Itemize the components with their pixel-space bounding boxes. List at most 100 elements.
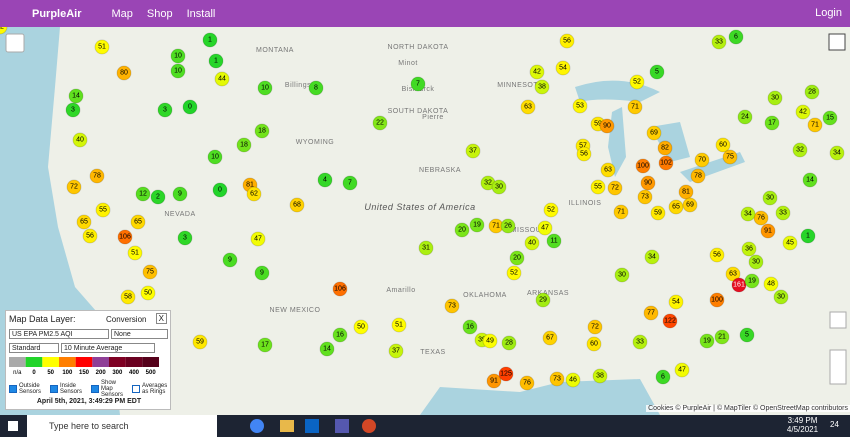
nav-item[interactable]: Install — [186, 7, 216, 20]
app-icon[interactable] — [362, 419, 376, 433]
sensor-marker[interactable]: 19 — [699, 333, 715, 349]
sensor-marker[interactable]: 58 — [120, 289, 136, 305]
sensor-marker[interactable]: 47 — [674, 362, 690, 378]
sensor-marker[interactable]: 100 — [635, 158, 651, 174]
sensor-marker[interactable]: 3 — [177, 230, 193, 246]
app-icon[interactable] — [250, 419, 264, 433]
sensor-marker[interactable]: 6 — [655, 369, 671, 385]
sensor-marker[interactable]: 0 — [182, 99, 198, 115]
sensor-marker[interactable]: 18 — [254, 123, 270, 139]
sensor-marker[interactable]: 33 — [711, 34, 727, 50]
sensor-marker[interactable]: 38 — [592, 368, 608, 384]
sensor-marker[interactable]: 59 — [192, 334, 208, 350]
sensor-marker[interactable]: 52 — [0, 27, 8, 35]
login[interactable]: Login — [815, 7, 842, 19]
nav-item[interactable]: Map — [111, 7, 133, 20]
sensor-marker[interactable]: 10 — [257, 80, 273, 96]
sensor-marker[interactable]: 9 — [172, 186, 188, 202]
sensor-marker[interactable]: 1 — [800, 228, 816, 244]
sensor-marker[interactable]: 10 — [170, 48, 186, 64]
sensor-marker[interactable]: 20 — [454, 222, 470, 238]
sensor-marker[interactable]: 82 — [657, 140, 673, 156]
sensor-marker[interactable]: 75 — [722, 149, 738, 165]
sensor-marker[interactable]: 90 — [599, 118, 615, 134]
fullscreen-button[interactable] — [828, 33, 846, 51]
sensor-marker[interactable]: 8 — [308, 80, 324, 96]
sensor-marker[interactable]: 60 — [715, 137, 731, 153]
sensor-marker[interactable]: 30 — [614, 267, 630, 283]
sensor-marker[interactable]: 3 — [157, 102, 173, 118]
sensor-marker[interactable]: 36 — [741, 241, 757, 257]
sensor-marker[interactable]: 65 — [130, 214, 146, 230]
sensor-marker[interactable]: 0 — [212, 182, 228, 198]
sensor-marker[interactable]: 47 — [537, 220, 553, 236]
sensor-marker[interactable]: 21 — [714, 329, 730, 345]
sensor-marker[interactable]: 9 — [254, 265, 270, 281]
start-button[interactable] — [8, 421, 18, 431]
sensor-marker[interactable]: 17 — [764, 115, 780, 131]
sensor-marker[interactable]: 17 — [257, 337, 273, 353]
sensor-marker[interactable]: 78 — [690, 168, 706, 184]
search-button[interactable] — [5, 33, 25, 53]
sensor-marker[interactable]: 22 — [372, 115, 388, 131]
mode-select[interactable]: Standard — [9, 343, 59, 353]
sensor-marker[interactable]: 76 — [753, 210, 769, 226]
sensor-marker[interactable]: 106 — [332, 281, 348, 297]
sensor-marker[interactable]: 3 — [65, 102, 81, 118]
sensor-marker[interactable]: 7 — [410, 76, 426, 92]
sensor-marker[interactable]: 48 — [763, 276, 779, 292]
sensor-marker[interactable]: 16 — [332, 327, 348, 343]
sensor-marker[interactable]: 72 — [607, 180, 623, 196]
sensor-marker[interactable]: 30 — [767, 90, 783, 106]
sensor-marker[interactable]: 90 — [640, 175, 656, 191]
average-select[interactable]: 10 Minute Average — [61, 343, 155, 353]
sensor-marker[interactable]: 56 — [576, 146, 592, 162]
sensor-marker[interactable]: 14 — [802, 172, 818, 188]
sensor-marker[interactable]: 70 — [694, 152, 710, 168]
sensor-marker[interactable]: 73 — [444, 298, 460, 314]
sensor-marker[interactable]: 76 — [519, 375, 535, 391]
sensor-marker[interactable]: 32 — [792, 142, 808, 158]
sensor-marker[interactable]: 54 — [668, 294, 684, 310]
nav-item[interactable]: Shop — [146, 7, 173, 20]
sensor-marker[interactable]: 28 — [501, 335, 517, 351]
sensor-marker[interactable]: 14 — [68, 88, 84, 104]
sensor-marker[interactable]: 30 — [762, 190, 778, 206]
sensor-marker[interactable]: 55 — [590, 179, 606, 195]
sensor-marker[interactable]: 20 — [509, 250, 525, 266]
sensor-marker[interactable]: 62 — [246, 186, 262, 202]
sensor-marker[interactable]: 75 — [142, 264, 158, 280]
brand[interactable]: PurpleAir — [32, 7, 82, 20]
sensor-marker[interactable]: 34 — [740, 206, 756, 222]
sensor-marker[interactable]: 38 — [534, 79, 550, 95]
sensor-marker[interactable]: 54 — [555, 60, 571, 76]
sensor-marker[interactable]: 30 — [773, 289, 789, 305]
app-icon[interactable] — [280, 420, 294, 432]
sensor-marker[interactable]: 69 — [682, 197, 698, 213]
sensor-marker[interactable]: 46 — [565, 372, 581, 388]
sensor-marker[interactable]: 19 — [469, 217, 485, 233]
sensor-marker[interactable]: 29 — [535, 292, 551, 308]
sensor-marker[interactable]: 106 — [117, 229, 133, 245]
sensor-marker[interactable]: 52 — [506, 265, 522, 281]
sensor-marker[interactable]: 7 — [342, 175, 358, 191]
zoom-control[interactable] — [829, 349, 847, 385]
sensor-marker[interactable]: 42 — [529, 64, 545, 80]
sensor-marker[interactable]: 11 — [546, 233, 562, 249]
sensor-marker[interactable]: 34 — [644, 249, 660, 265]
notifications[interactable]: 24 — [830, 420, 839, 429]
sensor-marker[interactable]: 44 — [214, 71, 230, 87]
sensor-marker[interactable]: 63 — [600, 162, 616, 178]
sensor-marker[interactable]: 59 — [650, 205, 666, 221]
sensor-marker[interactable]: 50 — [140, 285, 156, 301]
sensor-marker[interactable]: 30 — [748, 254, 764, 270]
sensor-marker[interactable]: 45 — [782, 235, 798, 251]
sensor-marker[interactable]: 63 — [725, 266, 741, 282]
sensor-marker[interactable]: 67 — [542, 330, 558, 346]
clock[interactable]: 3:49 PM 4/5/2021 — [780, 416, 825, 434]
sensor-marker[interactable]: 55 — [95, 202, 111, 218]
sensor-marker[interactable]: 33 — [632, 334, 648, 350]
sensor-marker[interactable]: 60 — [586, 336, 602, 352]
sensor-marker[interactable]: 18 — [236, 137, 252, 153]
sensor-marker[interactable]: 14 — [319, 341, 335, 357]
